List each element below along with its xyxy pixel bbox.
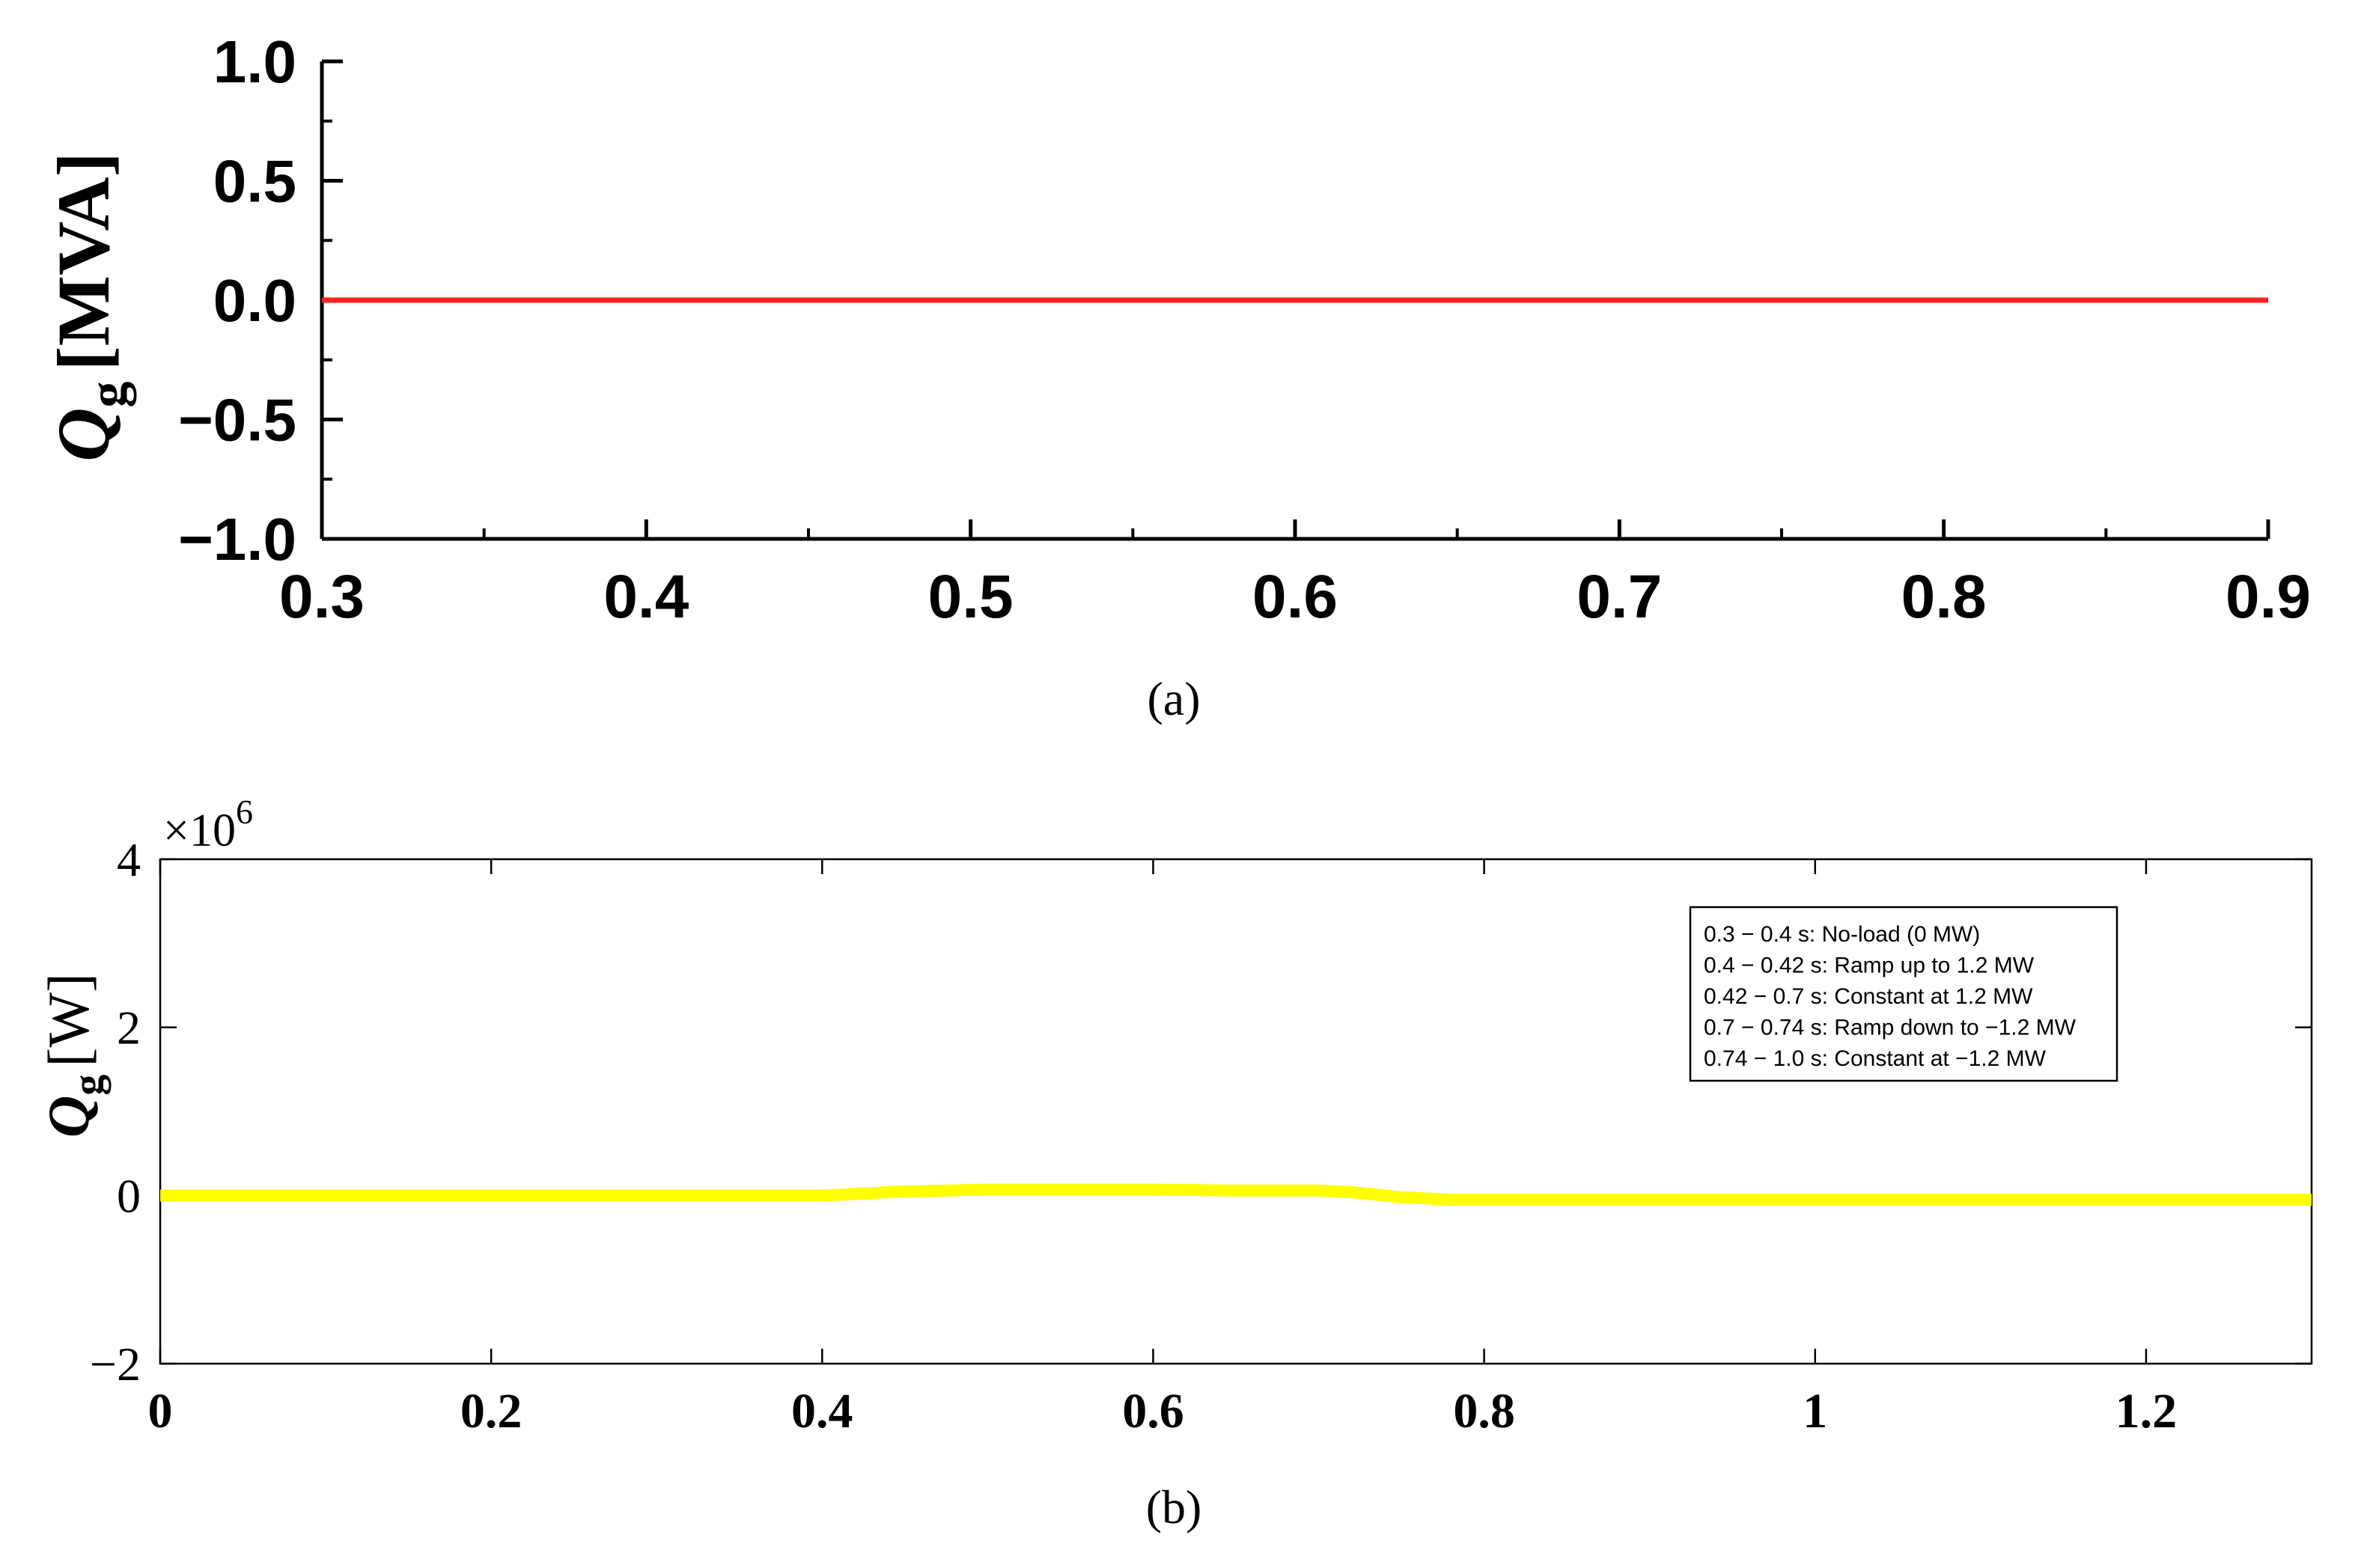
legend-entry: 0.4 − 0.42 s: Ramp up to 1.2 MW: [1704, 954, 2035, 978]
scale-multiplier-exponent: 6: [236, 793, 253, 831]
x-tick-label-b: 0.4: [791, 1384, 853, 1439]
x-tick-label-b: 1.2: [2115, 1384, 2178, 1439]
y-ticks-b: 4 2 0 −2: [90, 833, 2312, 1391]
legend-entry: 0.42 − 0.7 s: Constant at 1.2 MW: [1704, 984, 2033, 1009]
scale-multiplier: ×106: [163, 793, 253, 856]
x-ticks-a: 0.3 0.4 0.5 0.6 0.7 0.8 0.9: [279, 519, 2311, 631]
legend-entry: 0.7 − 0.74 s: Ramp down to −1.2 MW: [1704, 1016, 2077, 1040]
x-tick-label-a: 0.7: [1576, 563, 1662, 631]
y-tick-label-a: −1.0: [178, 506, 296, 573]
scale-multiplier-base: ×10: [163, 805, 236, 856]
caption-a: (a): [1147, 672, 1200, 725]
chart-panel-b: 0 0.2 0.4 0.6 0.8 1 1.2 420−2 ×106 Qg[W] 0.3 −…: [36, 793, 2313, 1439]
chart-panel-a: 0.3 0.4 0.5 0.6 0.7 0.8 0.9 1.00.50.0−0.5−1.0 …: [42, 28, 2311, 631]
y-tick-label-b: 2: [117, 1001, 141, 1055]
x-tick-label-b: 0.2: [460, 1384, 523, 1439]
x-tick-label-b: 0: [148, 1384, 173, 1439]
x-tick-label-b: 0.8: [1453, 1384, 1515, 1439]
caption-b: (b): [1146, 1480, 1202, 1534]
x-tick-label-a: 0.3: [279, 563, 365, 631]
axes-b: [159, 858, 2313, 1365]
y-tick-label-b: −2: [90, 1337, 141, 1391]
x-tick-label-a: 0.4: [603, 563, 689, 631]
series-line-b: [160, 1183, 2312, 1206]
x-tick-label-a: 0.9: [2226, 563, 2311, 631]
y-label-unit-a: [MVA]: [42, 152, 125, 371]
y-label-unit-b: [W]: [36, 973, 101, 1067]
plot-frame-b: [159, 858, 2313, 1365]
legend-lines: 0.3 − 0.4 s: No-load (0 MW) 0.4 − 0.42 s:…: [1704, 922, 2077, 1071]
legend-entry: 0.74 − 1.0 s: Constant at −1.2 MW: [1704, 1046, 2047, 1071]
y-ticks-a: 1.0 0.5 0.0 −0.5 −1.0: [178, 28, 343, 573]
x-tick-label-a: 0.8: [1901, 563, 1987, 631]
y-tick-label-a: 0.5: [213, 148, 296, 215]
legend-box: 0.3 − 0.4 s: No-load (0 MW) 0.4 − 0.42 s:…: [1689, 906, 2118, 1082]
y-label-symbol-b: Q: [36, 1096, 101, 1138]
legend-frame: [1689, 906, 2118, 1082]
series-b: [160, 1183, 2312, 1206]
y-axis-label-a: Qg [MVA]: [42, 152, 137, 462]
y-tick-label-b: 4: [117, 833, 141, 886]
y-label-sub-b: g: [65, 1075, 112, 1096]
y-tick-label-a: 0.0: [213, 267, 296, 334]
legend-entry: 0.3 − 0.4 s: No-load (0 MW): [1704, 922, 1980, 947]
y-tick-label-a: −0.5: [178, 387, 296, 454]
x-tick-label-a: 0.5: [928, 563, 1014, 631]
y-label-sub-a: g: [79, 382, 137, 408]
x-tick-label-b: 0.6: [1122, 1384, 1184, 1439]
x-tick-label-a: 0.6: [1252, 563, 1338, 631]
x-tick-label-b: 1: [1803, 1384, 1827, 1439]
x-ticks-b: 0 0.2 0.4 0.6 0.8 1 1.2: [148, 859, 2178, 1439]
y-tick-label-b: 0: [117, 1169, 141, 1222]
y-tick-label-a: 1.0: [213, 28, 296, 95]
y-label-symbol-a: Q: [42, 408, 125, 462]
y-axis-label-b: Qg [W]: [36, 973, 112, 1138]
